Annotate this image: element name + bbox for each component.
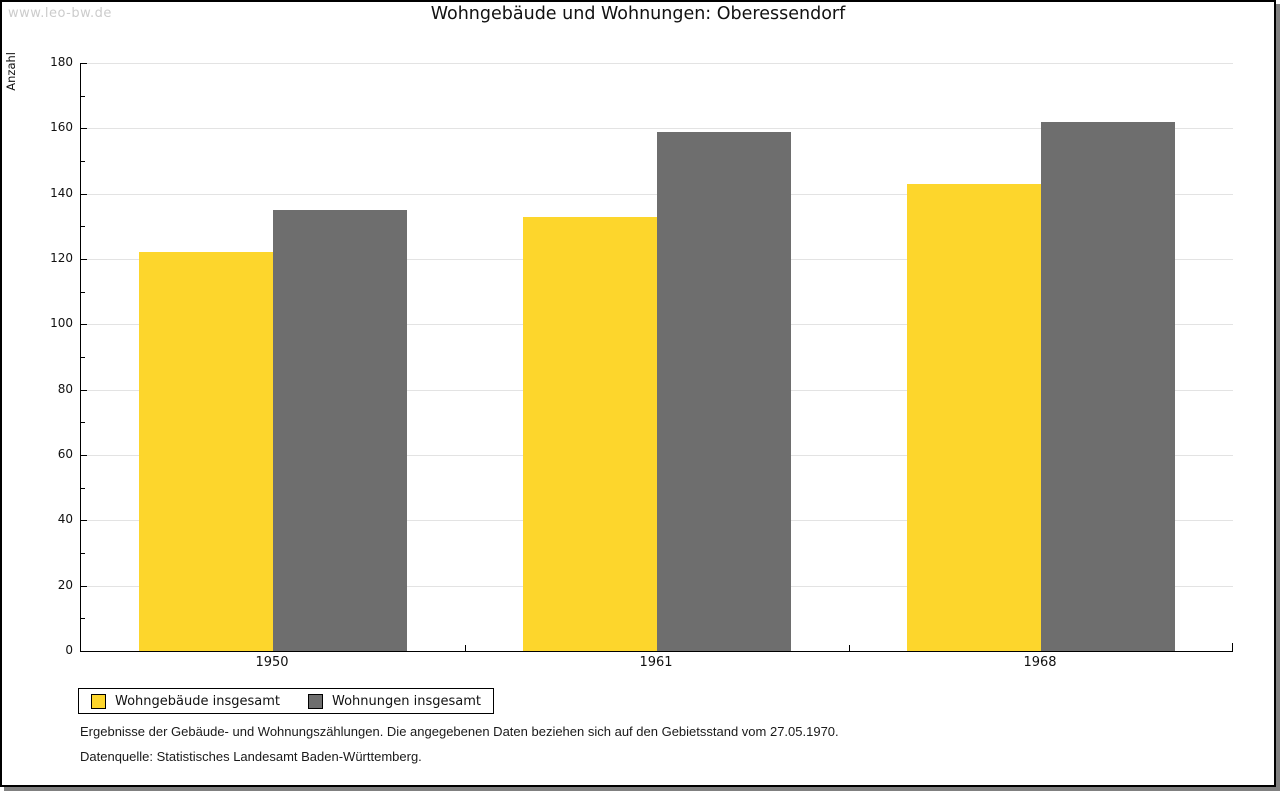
legend: Wohngebäude insgesamt Wohnungen insgesamt — [78, 688, 494, 714]
y-axis-minor-tick — [81, 422, 85, 424]
bar-1961-series-2 — [657, 131, 792, 651]
x-axis-label-1950: 1950 — [255, 655, 289, 670]
y-axis-tick-label: 20 — [57, 577, 73, 592]
y-axis-minor-tick — [81, 226, 85, 228]
watermark: www.leo-bw.de — [8, 6, 112, 21]
y-axis-tick-label: 80 — [57, 381, 73, 396]
legend-label: Wohnungen insgesamt — [332, 693, 481, 709]
y-axis-tick-label: 160 — [50, 120, 73, 135]
bar-1950-series-1 — [138, 252, 273, 651]
legend-entry: Wohnungen insgesamt — [308, 693, 481, 709]
x-axis-end-tick — [1232, 643, 1233, 651]
y-axis-minor-tick — [81, 291, 85, 293]
legend-swatch — [91, 693, 106, 709]
y-axis-tick-label: 60 — [57, 447, 73, 461]
y-axis-minor-tick — [81, 357, 85, 358]
bar-1968-series-2 — [1041, 121, 1176, 651]
x-axis-tick — [465, 645, 466, 651]
bar-1950-series-2 — [273, 210, 408, 651]
y-axis-major-tick — [81, 324, 87, 326]
y-axis-major-tick — [81, 128, 87, 130]
y-axis-title: Anzahl — [4, 52, 18, 91]
bar-1968-series-1 — [906, 183, 1041, 651]
gridline — [81, 128, 1233, 130]
x-axis-label-1961: 1961 — [639, 655, 673, 670]
footnote-line-1: Ergebnisse der Gebäude- und Wohnungszähl… — [80, 724, 839, 739]
y-axis-major-tick — [81, 585, 87, 587]
y-axis-major-tick — [81, 259, 87, 260]
footnote-line-2: Datenquelle: Statistisches Landesamt Bad… — [80, 749, 422, 764]
y-axis-minor-tick — [81, 95, 85, 97]
x-axis-tick — [849, 645, 850, 651]
y-axis-minor-tick — [81, 618, 85, 620]
legend-entry: Wohngebäude insgesamt — [91, 693, 280, 709]
y-axis-major-tick — [81, 63, 87, 64]
y-axis-minor-tick — [81, 161, 85, 162]
plot-area — [80, 63, 1233, 652]
chart-title: Wohngebäude und Wohnungen: Oberessendorf — [430, 4, 846, 24]
bar-1961-series-1 — [522, 216, 657, 651]
gridline — [81, 63, 1233, 64]
y-axis-tick-label: 0 — [65, 643, 73, 657]
y-axis-tick-label: 120 — [50, 251, 73, 265]
y-axis-tick-label: 140 — [50, 185, 73, 200]
y-axis-tick-label: 40 — [57, 512, 73, 527]
y-axis-major-tick — [81, 389, 87, 391]
y-axis-major-tick — [81, 193, 87, 195]
legend-label: Wohngebäude insgesamt — [115, 693, 280, 709]
y-axis-minor-tick — [81, 553, 85, 554]
legend-swatch — [308, 693, 323, 709]
y-axis-tick-label: 180 — [50, 55, 73, 69]
y-axis-minor-tick — [81, 487, 85, 489]
x-axis-label-1968: 1968 — [1023, 655, 1057, 670]
y-axis-major-tick — [81, 520, 87, 522]
y-axis-tick-label: 100 — [50, 316, 73, 331]
y-axis-major-tick — [81, 455, 87, 456]
